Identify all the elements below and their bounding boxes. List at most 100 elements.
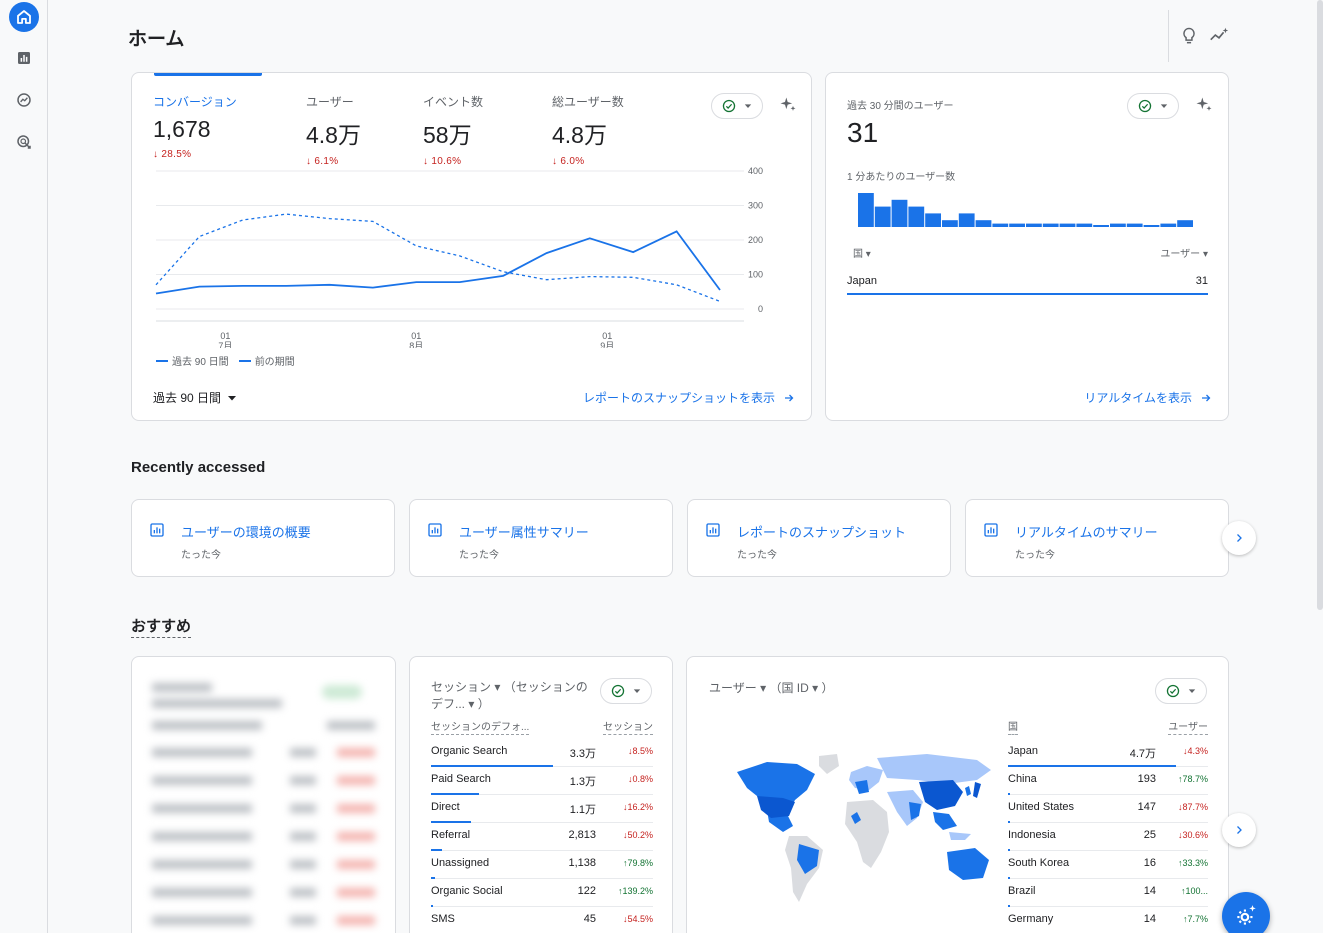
metric-tab-total-users[interactable]: 総ユーザー数 4.8万 ↓ 6.0% (552, 93, 624, 167)
settings-sparkle-fab[interactable] (1222, 892, 1270, 933)
recent-item-card[interactable]: ユーザーの環境の概要 たった今 (131, 499, 395, 577)
legend-solid-swatch (156, 359, 168, 362)
recent-item-time: たった今 (459, 550, 499, 561)
realtime-label: 過去 30 分間のユーザー (847, 101, 954, 112)
report-icon (984, 523, 998, 537)
row-share-bar (1008, 765, 1176, 767)
table-row: Unassigned 1,138 ↑79.8% (431, 851, 653, 879)
trends-button[interactable] (1207, 24, 1231, 48)
users-column-header[interactable]: ユーザー ▾ (1160, 249, 1208, 260)
caret-down-icon (744, 104, 752, 108)
recommended-title: おすすめ (131, 615, 192, 638)
compare-toggle[interactable] (711, 93, 763, 119)
metric-tab-conversions[interactable]: コンバージョン 1,678 ↓ 28.5% (153, 93, 237, 160)
recommended-next-button[interactable] (1222, 813, 1256, 847)
x-tick-month: 9月 (600, 341, 614, 348)
date-range-select[interactable]: 過去 90 日間 (153, 389, 237, 406)
row-delta: ↑33.3% (1177, 858, 1208, 868)
sparkle-icon (780, 97, 796, 111)
row-share-bar (1008, 849, 1010, 851)
recently-accessed-title: Recently accessed (131, 459, 266, 476)
check-circle-icon (1138, 99, 1152, 113)
geo-card-title[interactable]: ユーザー ▾ （国 ID ▾ ） (709, 681, 834, 695)
metric-tab-events[interactable]: イベント数 58万 ↓ 10.6% (423, 93, 483, 167)
row-share-bar (431, 877, 436, 879)
recent-item-card[interactable]: リアルタイムのサマリー たった今 (965, 499, 1229, 577)
minute-bar (1026, 223, 1042, 227)
home-nav-button[interactable] (9, 2, 39, 32)
country-column-header: 国 (1008, 718, 1018, 735)
insights-button[interactable] (1177, 24, 1201, 48)
table-row: Organic Social 122 ↑139.2% (431, 879, 653, 907)
row-value: 1,138 (568, 857, 596, 869)
advertising-nav-button[interactable] (9, 127, 39, 157)
row-value: 147 (1137, 801, 1156, 813)
country-column-header[interactable]: 国 ▾ (853, 249, 871, 260)
recent-next-button[interactable] (1222, 521, 1256, 555)
reports-nav-button[interactable] (9, 43, 39, 73)
explore-nav-button[interactable] (9, 85, 39, 115)
recent-item-card[interactable]: レポートのスナップショット たった今 (687, 499, 951, 577)
x-tick-month: 8月 (409, 341, 423, 348)
recent-item-title: ユーザー属性サマリー (459, 525, 589, 540)
scrollbar-thumb[interactable] (1317, 0, 1323, 610)
insights-sparkle-button[interactable] (777, 94, 799, 116)
y-tick-label: 0 (758, 304, 763, 314)
sessions-card-title[interactable]: セッション ▾ （セッションのデフ... ▾ ） (431, 680, 588, 711)
row-delta: ↑78.7% (1177, 774, 1208, 784)
table-row: Brazil 14 ↑100... (1008, 879, 1208, 907)
metric-value: 4.8万 (306, 122, 361, 148)
arrow-down-icon: ↓ (306, 156, 312, 167)
view-realtime-link[interactable]: リアルタイムを表示 (1084, 389, 1212, 406)
row-label: United States (1008, 801, 1075, 813)
compare-toggle[interactable] (1155, 678, 1207, 704)
minute-bar (1076, 223, 1093, 227)
table-row: SMS 45 ↓54.5% (431, 907, 653, 933)
row-delta: ↓0.8% (627, 774, 653, 784)
row-label: Indonesia (1008, 829, 1056, 841)
metric-tab-users[interactable]: ユーザー 4.8万 ↓ 6.1% (306, 93, 361, 167)
row-value: 3.3万 (569, 748, 596, 760)
realtime-table-header: 国 ▾ ユーザー ▾ (853, 245, 1208, 260)
link-label: リアルタイムを表示 (1084, 391, 1192, 405)
x-tick-day: 01 (220, 331, 230, 341)
arrow-down-icon: ↓ (552, 156, 558, 167)
row-share-bar (1008, 877, 1010, 879)
row-value: 14 (1143, 913, 1156, 925)
metric-value: 58万 (423, 122, 472, 148)
advertising-icon (17, 135, 31, 149)
check-circle-icon (1166, 684, 1180, 698)
insights-sparkle-button[interactable] (1193, 94, 1215, 116)
check-circle-icon (722, 99, 736, 113)
caret-down-icon (228, 395, 237, 400)
minute-bar (942, 220, 958, 227)
compare-toggle[interactable] (1127, 93, 1179, 119)
recent-item-title: リアルタイムのサマリー (1015, 525, 1158, 540)
row-users: 31 (1195, 275, 1208, 287)
row-value: 1.1万 (569, 804, 596, 816)
view-snapshot-link[interactable]: レポートのスナップショットを表示 (583, 389, 795, 406)
link-label: レポートのスナップショットを表示 (582, 391, 775, 405)
date-range-value: 過去 90 日間 (153, 391, 222, 405)
row-share-bar (431, 765, 553, 767)
compare-toggle[interactable] (600, 678, 652, 704)
minute-bar (925, 213, 941, 227)
minute-bar (1093, 225, 1109, 227)
sparkle-icon (1196, 97, 1212, 111)
minute-bar (908, 206, 925, 227)
per-minute-label: 1 分あたりのユーザー数 (847, 172, 956, 183)
top-actions (1168, 10, 1238, 62)
recent-item-title: レポートのスナップショット (737, 525, 907, 540)
recent-item-card[interactable]: ユーザー属性サマリー たった今 (409, 499, 673, 577)
minute-bar (1009, 223, 1025, 227)
active-metric-indicator (154, 73, 262, 76)
metric-delta: ↓ 6.1% (306, 156, 339, 167)
row-label: Japan (1008, 745, 1038, 757)
minute-bar (1177, 220, 1193, 227)
row-value: 193 (1137, 773, 1156, 785)
page-scrollbar[interactable] (1317, 0, 1323, 933)
row-label: Paid Search (431, 773, 491, 785)
row-value: 16 (1143, 857, 1156, 869)
row-label: Organic Social (431, 885, 503, 897)
table-row: Direct 1.1万 ↓16.2% (431, 795, 653, 823)
